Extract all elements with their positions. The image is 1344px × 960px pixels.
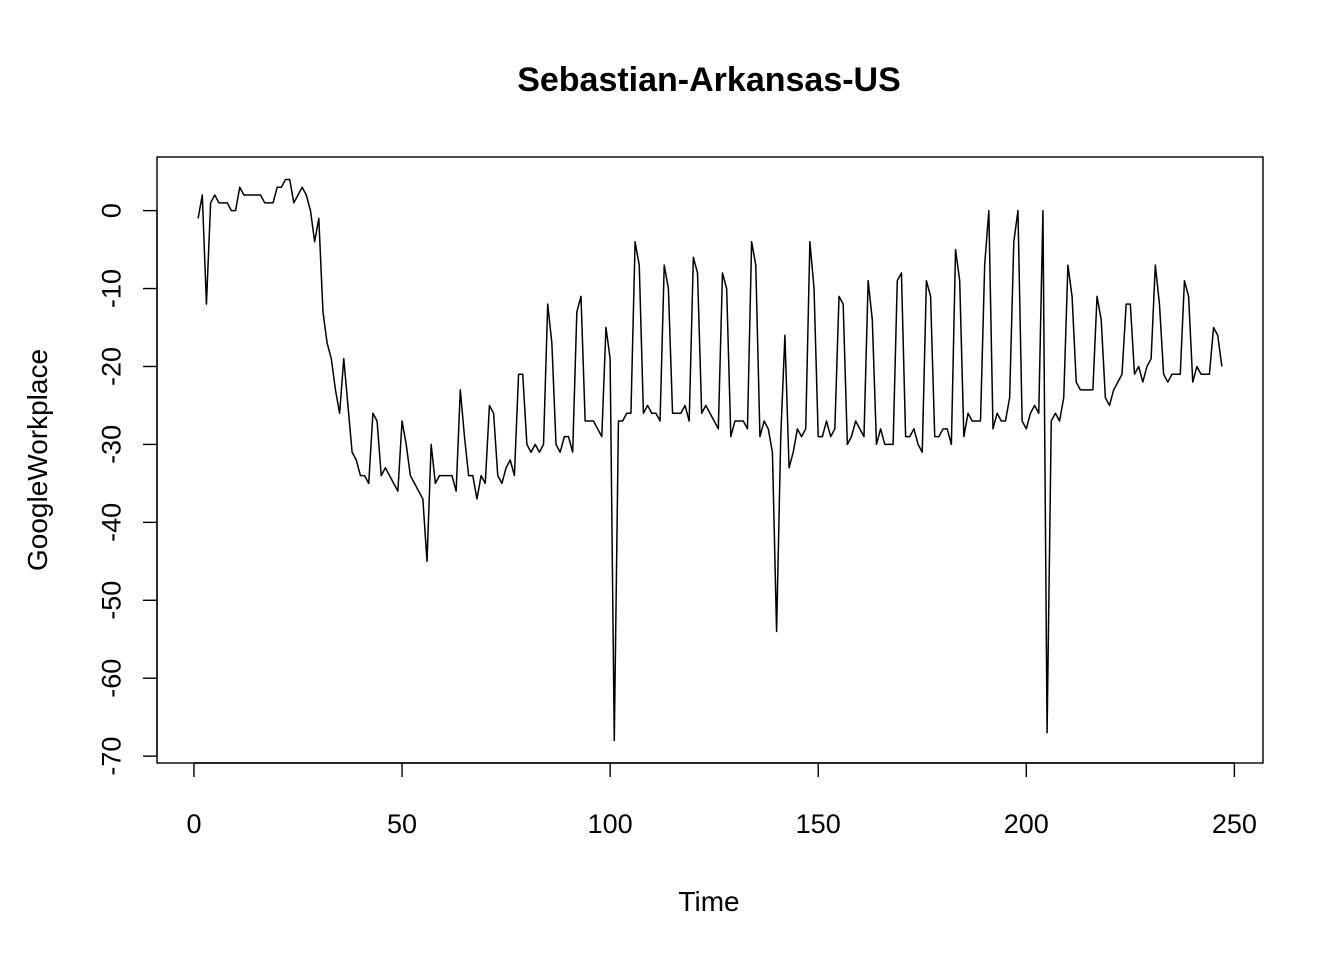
y-tick-label: 0	[96, 203, 126, 218]
series-line	[197, 178, 1223, 742]
x-axis-label: Time	[678, 886, 739, 917]
y-axis-label: GoogleWorkplace	[22, 349, 53, 571]
x-tick-label: 150	[796, 809, 841, 839]
y-tick-label: -20	[96, 347, 126, 386]
x-tick-label: 100	[588, 809, 633, 839]
y-tick-label: -40	[96, 503, 126, 542]
x-tick-label: 200	[1004, 809, 1049, 839]
y-tick-label: -30	[96, 425, 126, 464]
x-tick-label: 0	[186, 809, 201, 839]
x-axis: 0 50 100 150 200 250	[186, 762, 1257, 839]
y-tick-label: -10	[96, 269, 126, 308]
y-axis: 0 -10 -20 -30 -40 -50 -60 -70	[96, 203, 158, 776]
y-tick-label: -70	[96, 737, 126, 776]
plot-frame	[156, 156, 1264, 764]
x-tick-label: 250	[1212, 809, 1257, 839]
chart-title: Sebastian-Arkansas-US	[517, 61, 901, 99]
y-tick-label: -60	[96, 659, 126, 698]
x-tick-label: 50	[387, 809, 417, 839]
series-layer	[197, 178, 1223, 742]
y-tick-label: -50	[96, 581, 126, 620]
